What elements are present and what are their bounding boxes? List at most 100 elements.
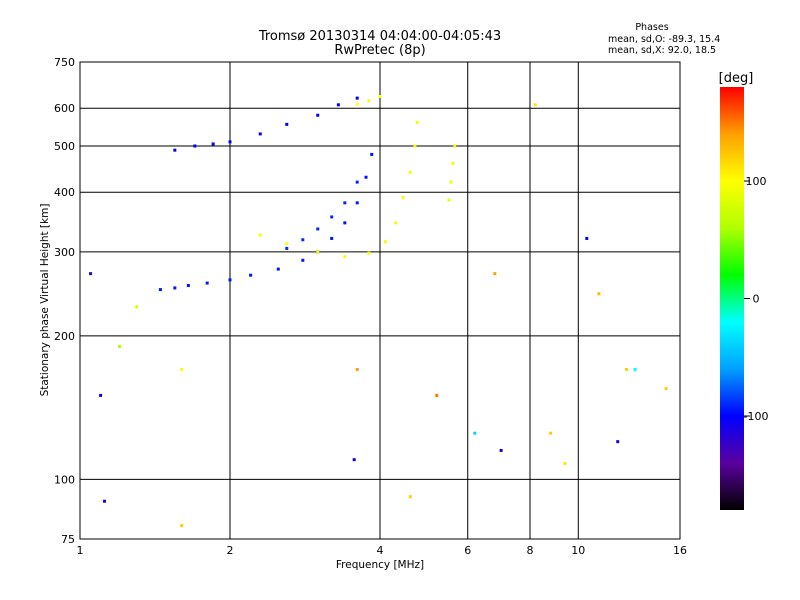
phases-label: Phases [635,22,668,33]
data-point [173,286,177,290]
data-point [355,102,359,106]
data-point [228,140,232,144]
colorbar-tick-label: 0 [753,293,760,306]
data-point [415,121,419,125]
data-point [355,367,359,371]
data-point [597,292,601,296]
data-point [585,236,589,240]
data-point [625,367,629,371]
data-point [285,122,289,126]
data-point [316,250,320,254]
x-tick-label: 10 [571,544,585,557]
data-point [158,288,162,292]
data-point [301,258,305,262]
data-point [408,495,412,499]
data-point [258,132,262,136]
x-axis-label: Frequency [MHz] [336,559,424,571]
colorbar-ticks: 100 0 -100 [744,175,769,423]
data-point [117,344,121,348]
x-tick-label: 4 [377,544,384,557]
y-tick-label: 750 [54,56,75,69]
data-point [383,240,387,244]
phase-o-stats: mean, sd,O: -89.3, 15.4 [608,34,720,45]
data-point [180,524,184,528]
data-point [316,113,320,117]
data-point [563,461,567,465]
y-tick-label: 75 [61,533,75,546]
y-axis-label: Stationary phase Virtual Height [km] [39,204,51,397]
data-point [370,152,374,156]
data-point [367,251,371,255]
y-tick-label: 200 [54,330,75,343]
chart-title: Tromsø 20130314 04:04:00-04:05:43 [258,29,501,44]
data-point [493,272,497,276]
data-point [408,170,412,174]
data-point [435,393,439,397]
data-point [533,103,537,107]
data-point [285,242,289,246]
data-point [343,255,347,259]
data-point [633,367,637,371]
data-point [336,103,340,107]
data-point [343,221,347,225]
data-point [258,233,262,237]
data-points [89,94,668,528]
data-point [355,180,359,184]
gridlines [80,62,680,539]
chart-subtitle: RwPretec (8p) [334,43,425,58]
data-point [330,236,334,240]
x-tick-label: 1 [77,544,84,557]
data-point [473,431,477,435]
data-point [316,227,320,231]
data-point [135,305,139,309]
data-point [276,267,280,271]
data-point [99,393,103,397]
data-point [401,195,405,199]
data-point [664,387,668,391]
data-point [330,215,334,219]
data-point [205,281,209,285]
y-tick-label: 500 [54,140,75,153]
data-point [343,201,347,205]
y-tick-label: 400 [54,186,75,199]
data-point [447,198,451,202]
colorbar-tick-label: -100 [744,410,769,423]
x-tick-label: 6 [464,544,471,557]
data-point [364,175,368,179]
data-point [549,431,553,435]
data-point [355,96,359,100]
data-point [180,367,184,371]
data-point [186,283,190,287]
data-point [352,458,356,462]
data-point [394,221,398,225]
colorbar-label: [deg] [719,71,754,86]
data-point [193,144,197,148]
data-point [228,278,232,282]
phase-x-stats: mean, sd,X: 92.0, 18.5 [608,45,716,56]
data-point [449,180,453,184]
y-tick-label: 300 [54,246,75,259]
data-point [301,238,305,242]
y-tick-label: 100 [54,473,75,486]
data-point [211,142,215,146]
data-point [173,148,177,152]
data-point [103,499,107,503]
data-point [89,272,93,276]
colorbar [720,87,744,510]
x-tick-label: 8 [527,544,534,557]
y-tick-label: 600 [54,102,75,115]
data-point [453,144,457,148]
data-point [499,448,503,452]
data-point [367,99,371,103]
data-point [355,201,359,205]
data-point [616,440,620,444]
data-point [285,246,289,250]
x-axis-ticks: 1 2 4 6 8 10 16 [77,544,688,557]
y-axis-ticks: 75 100 200 300 400 500 600 750 [54,56,75,546]
data-point [413,144,417,148]
data-point [378,94,382,98]
x-tick-label: 16 [673,544,687,557]
data-point [249,273,253,277]
x-tick-label: 2 [227,544,234,557]
